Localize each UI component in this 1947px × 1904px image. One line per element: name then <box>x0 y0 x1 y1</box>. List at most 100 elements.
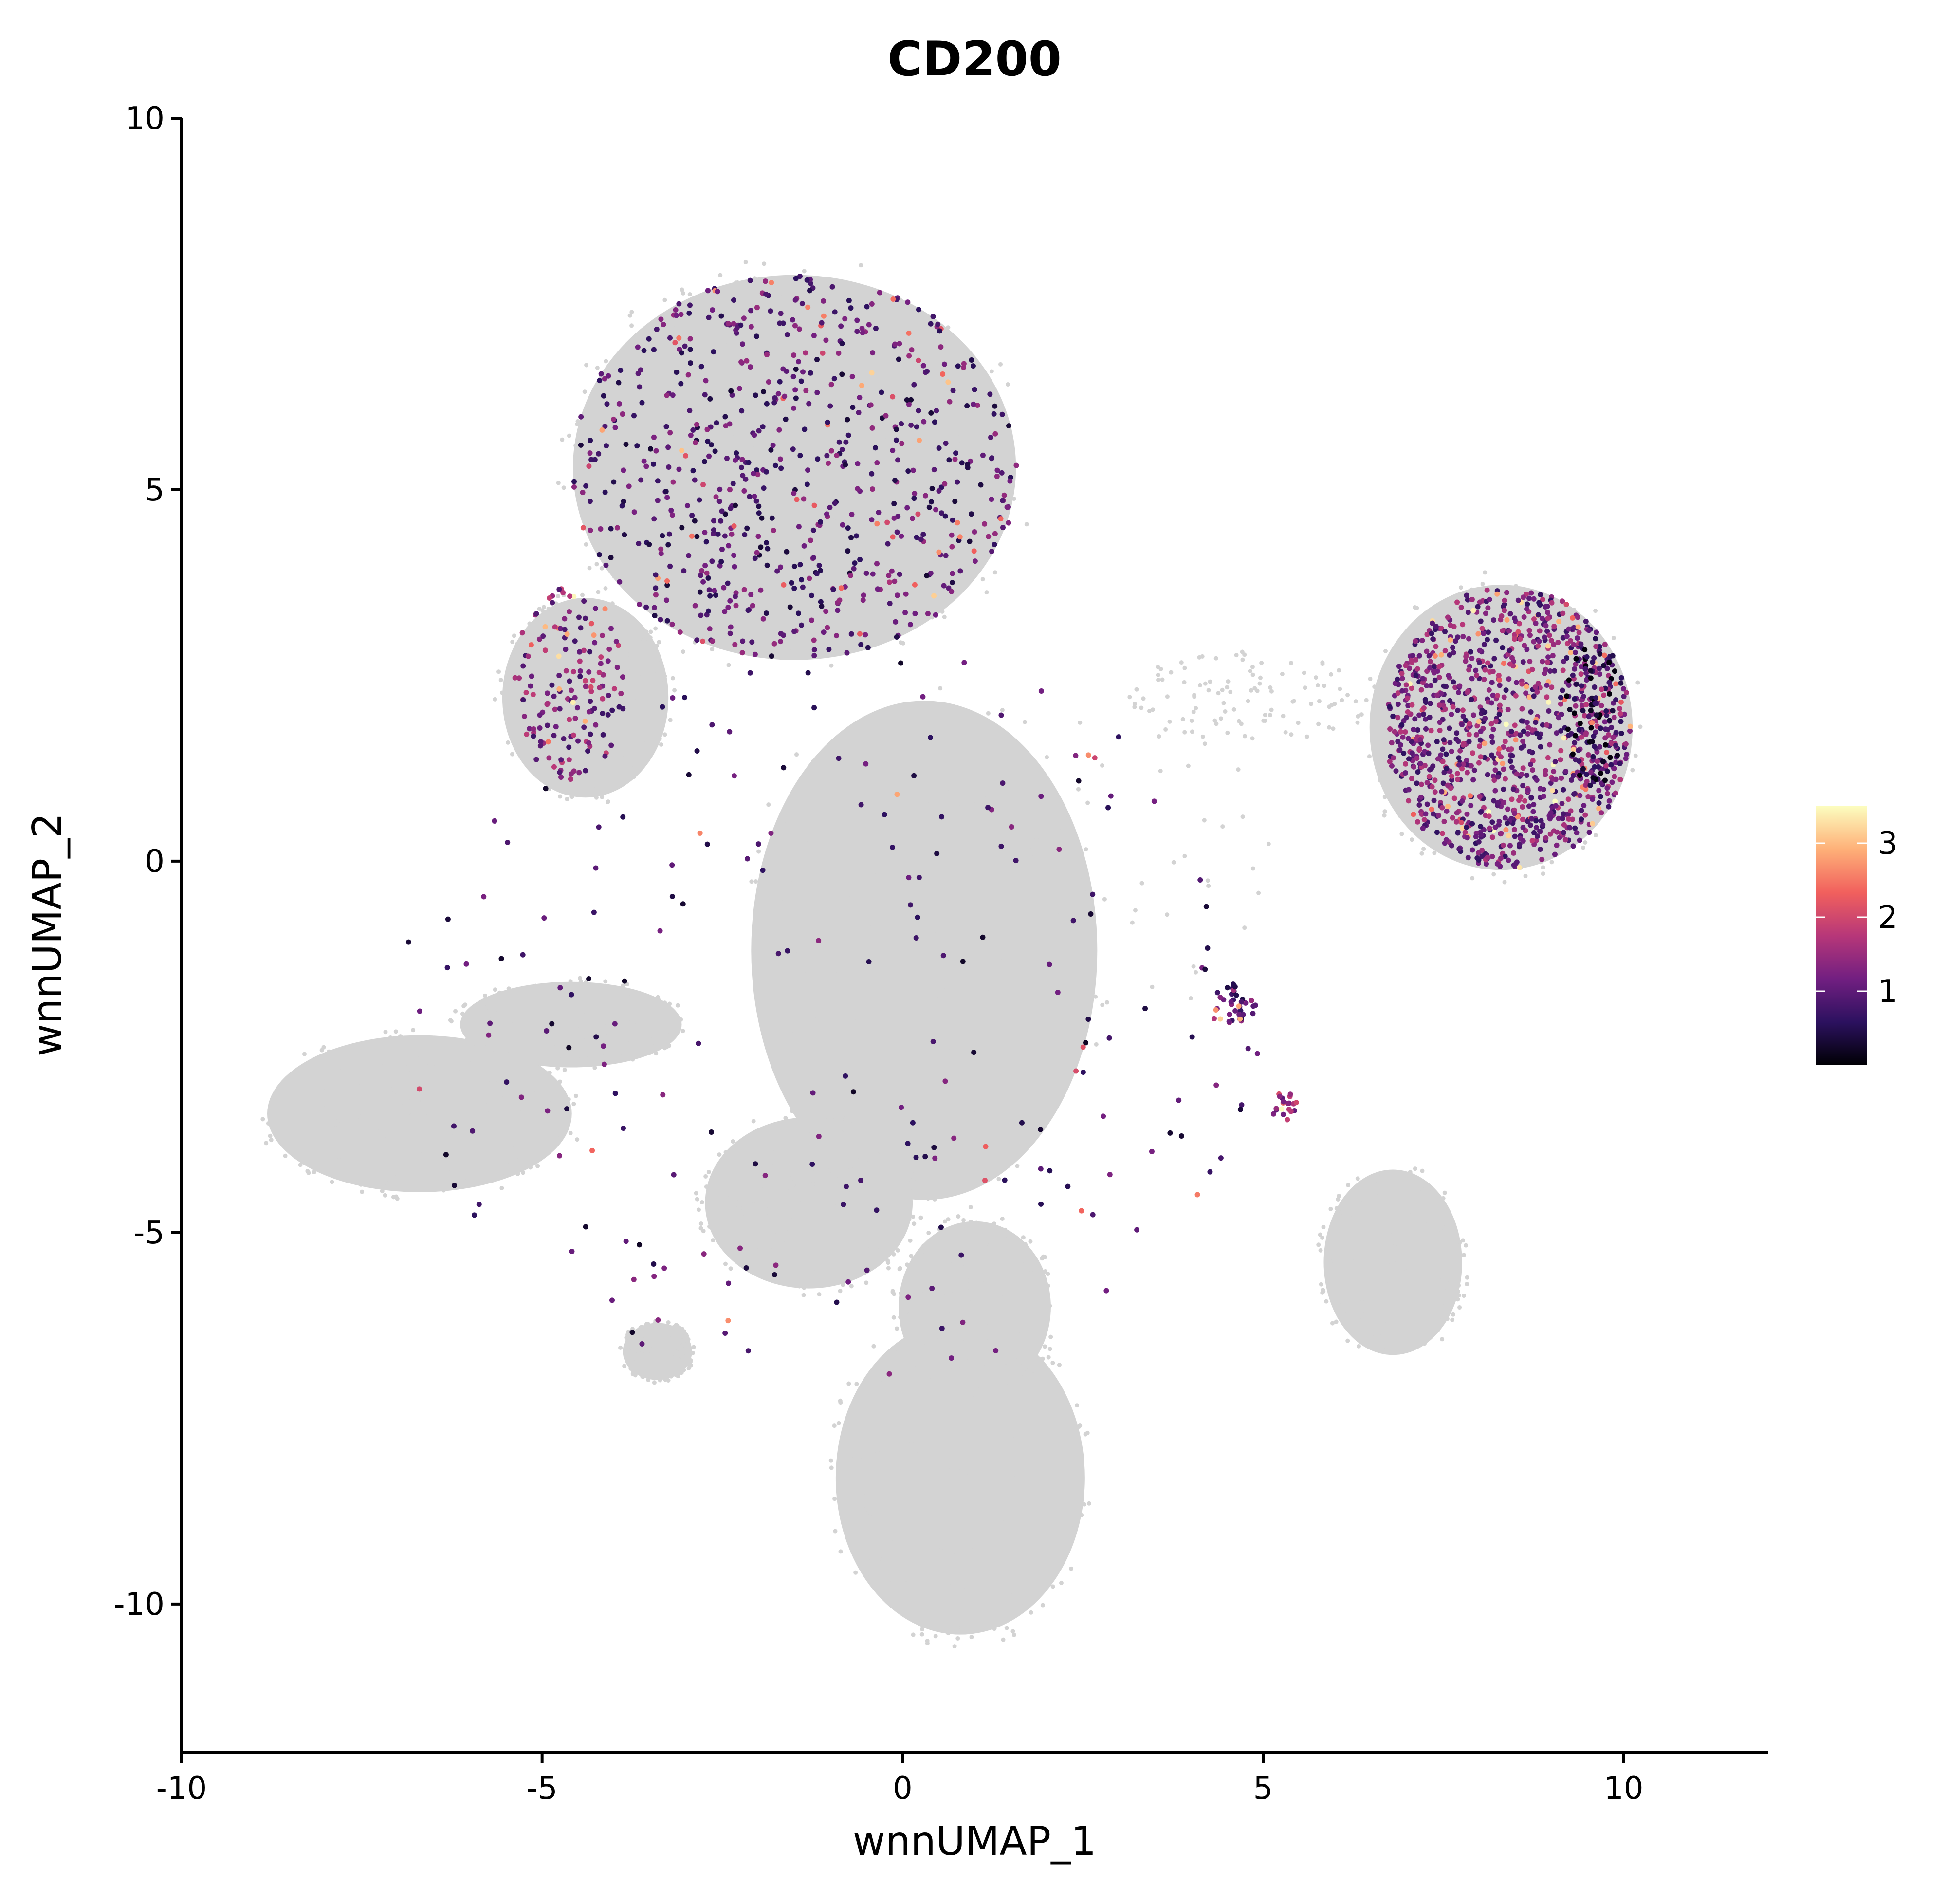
expression-point <box>1477 737 1483 743</box>
background-point <box>663 693 668 698</box>
background-point <box>772 1242 777 1247</box>
expression-point <box>777 320 783 326</box>
background-point <box>767 314 772 319</box>
expression-point <box>710 307 716 313</box>
background-point <box>911 1177 916 1182</box>
background-point <box>626 1331 631 1336</box>
background-point <box>885 1241 890 1246</box>
expression-point <box>1414 736 1419 742</box>
background-point <box>573 630 578 635</box>
background-point <box>1367 754 1372 759</box>
expression-point <box>774 568 780 574</box>
background-point <box>818 1204 823 1209</box>
expression-point <box>738 359 744 365</box>
background-point <box>508 724 513 729</box>
expression-point <box>1529 816 1535 822</box>
expression-point <box>942 513 948 519</box>
expression-point <box>602 753 608 759</box>
background-point <box>1354 1259 1359 1264</box>
expression-point <box>1576 727 1582 733</box>
background-point <box>1082 1502 1087 1507</box>
expression-point <box>524 731 530 737</box>
expression-point <box>777 379 783 385</box>
expression-point <box>1403 715 1409 721</box>
background-point <box>643 1035 648 1040</box>
expression-point <box>705 438 711 444</box>
background-point <box>468 1105 473 1109</box>
expression-point <box>582 615 588 621</box>
expression-point <box>1449 777 1455 783</box>
expression-point <box>1574 681 1580 687</box>
expression-point <box>920 532 926 537</box>
expression-point <box>1533 825 1539 831</box>
expression-point <box>667 563 673 569</box>
expression-point <box>725 580 731 586</box>
background-point <box>648 998 653 1003</box>
background-point <box>971 1392 976 1397</box>
background-point <box>760 445 765 450</box>
background-point <box>972 1548 976 1553</box>
background-point <box>972 1311 976 1316</box>
expression-point <box>718 518 724 524</box>
expression-point <box>1484 587 1490 593</box>
background-point <box>446 1140 451 1145</box>
background-point <box>283 1153 288 1158</box>
background-point <box>725 343 730 348</box>
expression-point <box>1568 650 1574 656</box>
background-point <box>608 992 613 997</box>
background-point <box>1021 1235 1026 1240</box>
expression-point <box>1536 638 1542 644</box>
expression-point <box>1475 631 1481 637</box>
background-point <box>1401 1319 1406 1324</box>
background-point <box>857 1148 862 1153</box>
expression-point <box>992 403 998 409</box>
expression-point <box>1151 798 1157 804</box>
background-point <box>788 618 792 623</box>
expression-point <box>1085 752 1091 758</box>
background-point <box>453 1009 458 1014</box>
background-point <box>724 1161 729 1166</box>
expression-point <box>677 629 683 635</box>
expression-point <box>664 392 670 398</box>
background-point <box>1374 1190 1378 1195</box>
background-point <box>1363 1212 1368 1217</box>
background-point <box>511 1096 516 1101</box>
background-point <box>843 1216 848 1220</box>
background-point <box>1463 841 1468 846</box>
expression-point <box>1490 726 1496 732</box>
background-point <box>546 751 551 756</box>
background-point <box>374 1128 379 1133</box>
background-point <box>824 1175 828 1180</box>
background-point <box>412 1182 417 1187</box>
expression-point <box>1580 694 1586 700</box>
expression-point <box>1449 773 1454 779</box>
expression-point <box>616 704 622 710</box>
expression-point <box>1431 811 1436 817</box>
background-point <box>652 1380 657 1385</box>
background-point <box>1001 958 1006 963</box>
expression-point <box>1553 803 1559 809</box>
expression-point <box>1547 831 1553 837</box>
background-point <box>940 1627 945 1631</box>
background-point <box>882 1418 887 1423</box>
expression-point <box>1602 719 1608 725</box>
expression-point <box>1466 732 1472 738</box>
background-point <box>925 1641 930 1645</box>
expression-point <box>964 403 970 409</box>
expression-point <box>983 1144 989 1149</box>
background-point <box>921 1243 926 1248</box>
background-point <box>835 386 840 390</box>
background-point <box>1554 598 1559 603</box>
expression-point <box>906 401 912 407</box>
expression-point <box>622 978 627 984</box>
expression-point <box>416 1086 422 1092</box>
expression-point <box>804 481 810 487</box>
background-point <box>988 1289 992 1294</box>
expression-point <box>752 432 757 438</box>
background-point <box>628 1366 633 1371</box>
background-point <box>413 1142 418 1146</box>
expression-point <box>899 533 904 539</box>
expression-point <box>926 504 932 510</box>
background-point <box>1003 1031 1008 1035</box>
